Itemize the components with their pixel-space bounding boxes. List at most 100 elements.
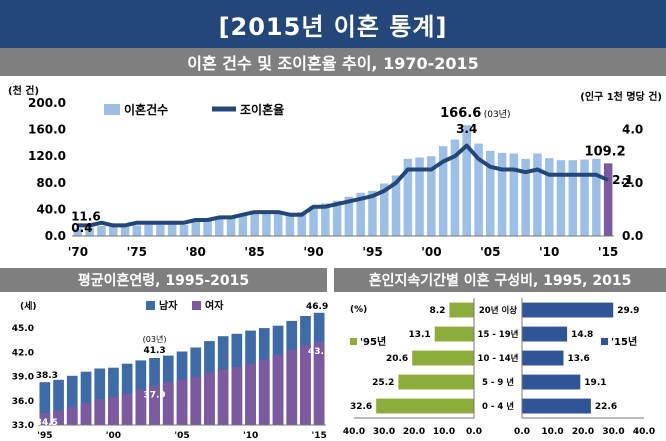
age-label-m-first: 38.3 [36,371,58,381]
count-bar-1988 [285,212,295,236]
count-bar-1977 [156,224,165,236]
value-15-2: 13.6 [568,354,590,364]
count-bar-1998 [403,158,413,236]
bar-15-4 [522,398,591,414]
female-age-bar-2014 [300,345,311,425]
duration-chart: (%) 8.2 29.9 20년 이상 13.1 14.8 15 - 19년 20.6 13.… [343,298,655,437]
female-age-bar-1997 [66,407,78,425]
count-bar-1986 [262,211,271,236]
count-bar-1981 [203,219,212,236]
male-age-bar-2000 [108,367,119,425]
count-bar-1971 [85,227,94,236]
y-right-tick-label: 0.0 [622,229,643,243]
label-peak-note: (03년) [484,109,511,120]
value-95-4: 32.6 [350,402,372,412]
left-x-tick-label: 40.0 [343,427,365,437]
x-tick-label: '75 [127,245,147,259]
unit-right-label: (인구 1천 명당 건) [580,90,662,103]
count-bar-1976 [144,224,153,236]
count-bar-2011 [556,160,566,236]
age-x-tick-label: '00 [106,431,121,441]
category-label-0: 20년 이상 [479,305,517,316]
count-bar-1996 [380,183,389,236]
y-left-tick-label: 120.0 [28,149,66,163]
age-y-tick-label: 39.0 [12,373,34,383]
age-y-tick-label: 45.0 [12,324,34,334]
label-peak-count: 166.6 [440,106,481,121]
label-first-count: 11.6 [71,209,101,223]
category-label-1: 15 - 19년 [478,329,519,340]
value-95-1: 13.1 [408,330,430,340]
value-95-3: 25.2 [372,378,394,388]
age-x-tick-label: '10 [243,431,258,441]
bar-95-1 [434,326,474,342]
value-15-3: 19.1 [584,378,606,388]
age-y-tick-label: 33.0 [12,421,34,431]
count-bar-1973 [109,226,118,236]
category-label-4: 0 - 4 년 [482,401,514,412]
legend-15-label: '15년 [611,335,637,348]
left-x-tick-label: 0.0 [466,427,482,437]
right-x-tick-label: 40.0 [633,427,655,437]
bar-95-4 [376,398,474,414]
duration-axes: 40.0 30.0 20.0 10.0 0.0 0.0 10.0 20.0 30.0 40.0 [343,298,655,437]
count-bar-1979 [179,224,189,236]
age-label-f-last: 43.3 [308,347,328,357]
female-age-bar-2005 [176,379,188,425]
x-tick-label: '15 [598,245,618,259]
value-95-2: 20.6 [386,354,408,364]
bar-95-3 [398,374,474,390]
right-x-tick-label: 20.0 [572,427,594,437]
legend-95-swatch [350,338,357,345]
male-age-bar-1997 [66,375,78,425]
age-y-tick-label: 36.0 [12,397,34,407]
age-unit-label: (세) [20,300,37,312]
left-x-tick-label: 20.0 [403,427,425,437]
legend-female-label: 여자 [205,299,224,312]
age-bars [39,312,325,426]
value-15-0: 29.9 [617,306,639,316]
female-age-bar-2003 [149,385,160,425]
count-bar-1974 [120,226,130,236]
count-bar-1987 [274,211,283,236]
value-15-1: 14.8 [571,330,593,340]
male-age-bar-1999 [94,368,106,425]
bar-15-0 [522,302,614,318]
bar-15-1 [522,326,568,342]
age-chart: 33.036.039.042.045.0'95'00'05'10'15 (세) … [12,299,328,441]
count-bar-1982 [215,218,224,236]
male-age-bar-1996 [53,379,64,425]
duration-unit-label: (%) [350,305,367,315]
count-bar-2004 [474,143,483,236]
left-x-tick-label: 30.0 [373,427,395,437]
x-tick-label: '10 [539,245,559,259]
y-left-tick-label: 160.0 [28,123,66,137]
female-age-bar-2002 [135,389,147,425]
count-bar-2000 [427,156,436,236]
legend-count-swatch [104,104,120,115]
y-left-tick-label: 80.0 [36,176,66,190]
page-title-text: [2015년 이혼 통계] [218,12,448,41]
legend-male-label: 남자 [159,299,178,312]
legend-95-label: '95년 [360,335,386,348]
count-bar-1985 [250,210,259,236]
age-y-tick-label: 42.0 [12,348,34,358]
count-bar-2006 [497,152,507,236]
count-bar-1980 [191,220,200,236]
count-bar-1975 [132,225,142,236]
y-left-tick-label: 40.0 [36,202,66,216]
female-age-bar-2007 [204,372,215,425]
x-tick-label: '05 [480,245,500,259]
x-tick-label: '90 [303,245,323,259]
legend-15-swatch [601,338,608,345]
male-age-bar-1995 [39,382,51,425]
y-left-tick-label: 200.0 [28,96,66,110]
trend-chart: 0.0 40.0 80.0 120.0 160.0 200.0 0.0 2.0 4.0 '70 '7… [8,84,662,259]
female-age-bar-1998 [80,403,92,425]
count-bar-1983 [226,216,236,236]
female-age-bar-1999 [94,399,106,425]
unit-left-label: (천 건) [8,84,39,97]
count-bar-2012 [568,160,577,236]
male-age-bar-1998 [80,371,92,425]
age-x-tick-label: '15 [311,431,326,441]
